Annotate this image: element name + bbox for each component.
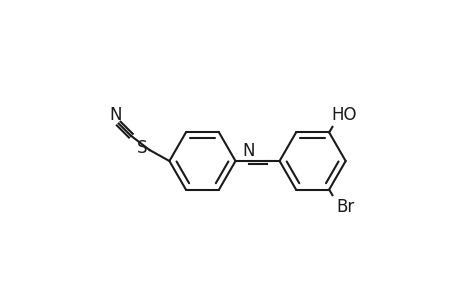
Text: HO: HO: [331, 106, 357, 124]
Text: S: S: [136, 139, 147, 157]
Text: Br: Br: [336, 198, 354, 216]
Text: N: N: [242, 142, 254, 160]
Text: N: N: [109, 106, 122, 124]
